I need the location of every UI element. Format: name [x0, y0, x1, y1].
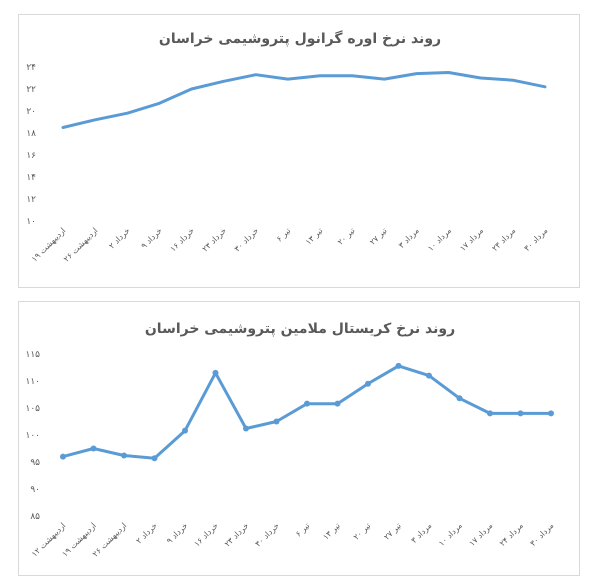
melamine-x-tick-label: ۲ خرداد	[134, 521, 158, 545]
urea-price-chart: روند نرخ اوره گرانول پتروشیمی خراسان ۱۰ ۱۲…	[26, 30, 549, 264]
melamine-x-tick-label: ۱۰ مرداد	[437, 521, 464, 548]
melamine-y-tick-label: ۱۰۵	[25, 404, 40, 414]
urea-x-tick-label: ۲۳ مرداد	[490, 226, 517, 253]
urea-x-tick-label: ۲۳ خرداد	[201, 226, 229, 254]
urea-x-tick-label: ۲۷ تیر	[368, 226, 389, 247]
melamine-data-point	[304, 400, 310, 407]
melamine-series-line	[61, 364, 553, 460]
urea-y-tick-label: ۱۴	[26, 173, 36, 183]
melamine-data-point	[395, 362, 402, 369]
melamine-data-point	[212, 369, 219, 376]
melamine-x-tick-label: ۱۷ مرداد	[467, 521, 494, 548]
urea-x-tick-label: ۳۰ خرداد	[233, 226, 261, 254]
urea-x-tick-label: ۹ خرداد	[139, 226, 163, 250]
melamine-data-point	[151, 455, 158, 462]
melamine-x-tick-label: ۱۳ تیر	[321, 521, 342, 542]
melamine-x-tick-label: ۲۰ تیر	[352, 521, 373, 542]
melamine-x-tick-label: ۳۰ مرداد	[528, 521, 555, 548]
melamine-data-point	[182, 427, 188, 434]
melamine-data-point	[456, 395, 463, 402]
melamine-data-point	[487, 410, 493, 417]
melamine-data-point	[243, 425, 249, 432]
melamine-data-point	[517, 410, 524, 417]
melamine-price-chart: روند نرخ کریستال ملامین پتروشیمی خراسان ۸…	[25, 321, 555, 559]
urea-y-tick-label: ۱۰	[26, 217, 36, 227]
melamine-x-tick-label: ۳۰ خرداد	[253, 521, 281, 549]
melamine-x-tick-label: ۳ مرداد	[409, 521, 433, 545]
melamine-chart-title: روند نرخ کریستال ملامین پتروشیمی خراسان	[145, 321, 455, 337]
melamine-data-point	[548, 410, 554, 417]
urea-y-tick-label: ۱۲	[26, 195, 36, 205]
urea-y-tick-label: ۱۶	[26, 151, 36, 161]
urea-y-tick-label: ۲۴	[26, 63, 36, 73]
urea-x-tick-label: ۱۰ مرداد	[426, 226, 453, 253]
urea-x-tick-label: ۱۶ خرداد	[168, 226, 196, 254]
urea-x-tick-label: ۱۳ تیر	[304, 226, 325, 247]
melamine-y-tick-label: ۱۱۵	[25, 350, 40, 360]
melamine-y-tick-label: ۱۱۰	[25, 377, 40, 387]
melamine-y-tick-label: ۹۵	[30, 458, 40, 468]
melamine-data-point	[426, 372, 432, 379]
urea-x-tick-label: ۶ تیر	[275, 226, 293, 244]
urea-x-tick-label: ۲۰ تیر	[336, 226, 357, 247]
melamine-x-tick-label: ۲۷ تیر	[382, 521, 403, 542]
melamine-data-point	[90, 445, 97, 452]
melamine-data-point	[273, 418, 280, 425]
melamine-x-tick-label: ۶ تیر	[294, 521, 312, 539]
urea-x-tick-label: ۱۷ مرداد	[458, 226, 485, 253]
urea-x-tick-label: ۲۶ اردیبهشت	[62, 226, 100, 264]
melamine-data-point	[121, 452, 127, 459]
melamine-y-tick-label: ۱۰۰	[25, 431, 40, 441]
urea-y-tick-label: ۲۰	[26, 107, 36, 117]
melamine-x-tick-label: ۲۳ خرداد	[223, 521, 251, 549]
melamine-data-point	[334, 400, 341, 407]
chart-panel-melamine: روند نرخ کریستال ملامین پتروشیمی خراسان ۸…	[18, 301, 580, 576]
urea-y-tick-label: ۱۸	[26, 129, 36, 139]
urea-series-line	[61, 71, 547, 129]
melamine-x-tick-label: ۱۶ خرداد	[192, 521, 220, 549]
melamine-y-tick-label: ۹۰	[30, 485, 40, 495]
urea-x-tick-label: ۲ خرداد	[107, 226, 131, 250]
melamine-x-tick-label: ۲۴ مرداد	[498, 521, 525, 548]
urea-y-tick-label: ۲۲	[26, 85, 36, 95]
melamine-data-point	[365, 380, 371, 387]
urea-x-tick-label: ۳ مرداد	[397, 226, 421, 250]
melamine-y-tick-label: ۸۵	[30, 512, 40, 522]
melamine-x-tick-label: ۹ خرداد	[165, 521, 189, 545]
chart-panel-urea: روند نرخ اوره گرانول پتروشیمی خراسان ۱۰ ۱۲…	[18, 14, 580, 288]
urea-x-tick-label: ۳۰ مرداد	[522, 226, 549, 253]
melamine-data-point	[60, 453, 66, 460]
urea-chart-title: روند نرخ اوره گرانول پتروشیمی خراسان	[159, 30, 441, 47]
